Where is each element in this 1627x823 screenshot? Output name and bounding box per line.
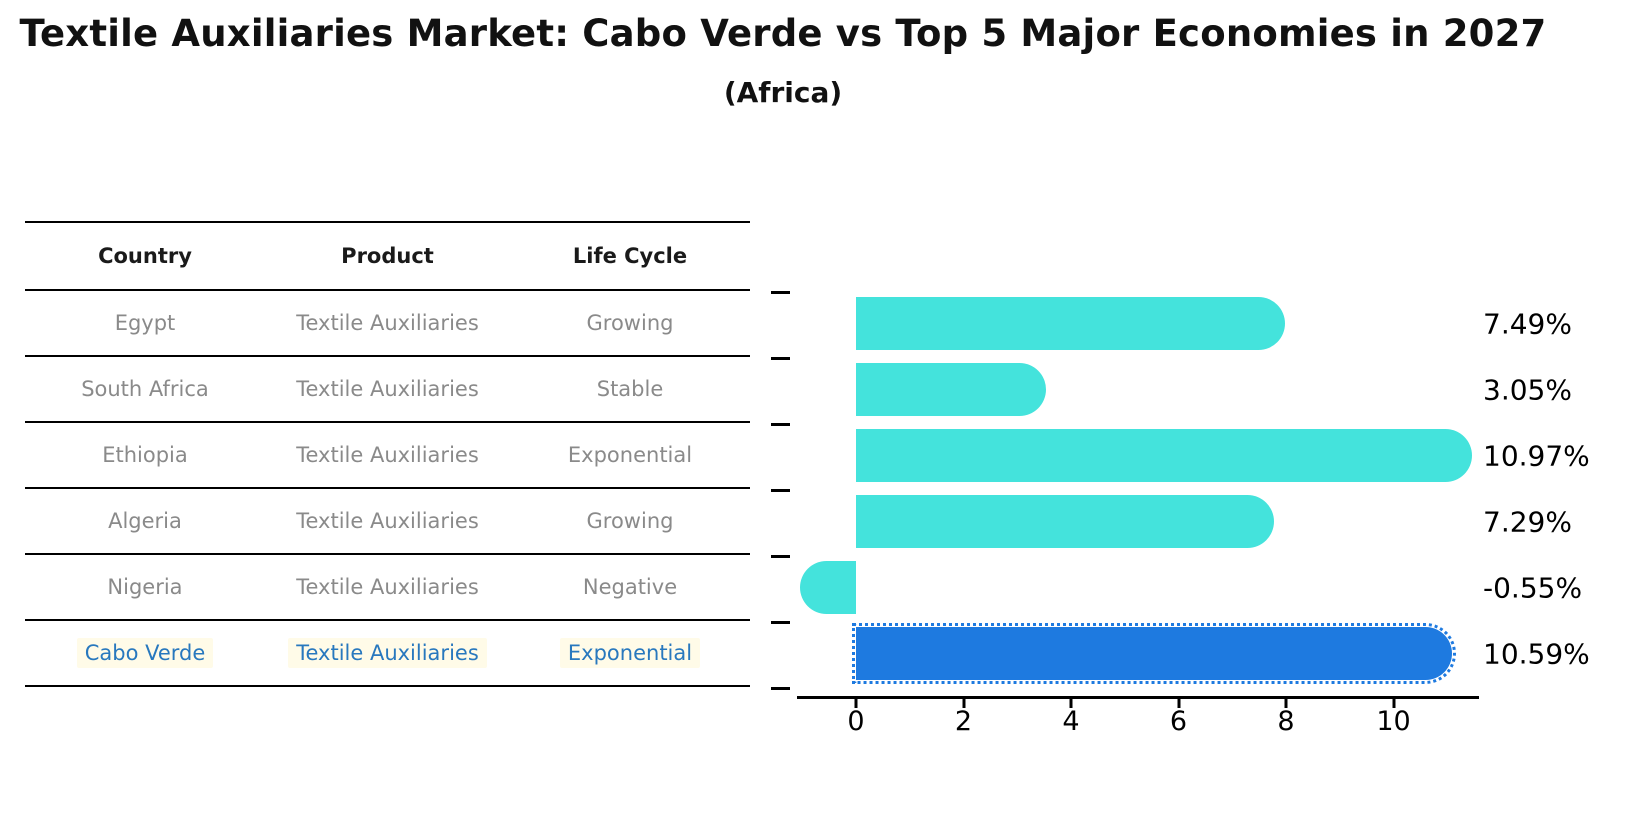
bar-nigeria — [799, 561, 856, 614]
table-row: Algeria Textile Auxiliaries Growing — [25, 488, 750, 555]
bar-algeria — [856, 495, 1275, 548]
cell-country: Ethiopia — [25, 422, 265, 489]
bar-south-africa — [856, 363, 1047, 416]
x-axis-tick — [1284, 697, 1288, 708]
cell-country: Nigeria — [25, 554, 265, 621]
y-axis-tick — [771, 621, 790, 624]
table-row: Egypt Textile Auxiliaries Growing — [25, 290, 750, 357]
cell-life-cycle: Stable — [510, 356, 750, 423]
table-row: Nigeria Textile Auxiliaries Negative — [25, 554, 750, 621]
x-axis-tick — [962, 697, 965, 708]
column-header-product: Product — [265, 222, 510, 291]
cell-life-cycle: Negative — [510, 554, 750, 621]
cell-life-cycle: Exponential — [510, 620, 750, 687]
chart-title: Textile Auxiliaries Market: Cabo Verde v… — [19, 12, 1547, 55]
cell-product: Textile Auxiliaries — [265, 488, 510, 555]
cell-country: Egypt — [25, 290, 265, 357]
x-tick-label: 4 — [1062, 706, 1080, 737]
cell-product: Textile Auxiliaries — [265, 290, 510, 357]
x-tick-label: 10 — [1376, 706, 1411, 737]
y-axis-tick — [771, 291, 790, 294]
cell-life-cycle: Exponential — [510, 422, 750, 489]
x-tick-label: 8 — [1277, 706, 1295, 737]
cell-life-cycle: Growing — [510, 290, 750, 357]
y-axis-tick — [771, 555, 790, 558]
bar-value-label: 7.49% — [1483, 307, 1572, 340]
x-axis-tick — [1392, 697, 1395, 708]
cell-product: Textile Auxiliaries — [265, 356, 510, 423]
cell-product: Textile Auxiliaries — [265, 554, 510, 621]
column-header-country: Country — [25, 222, 265, 291]
table-row-cabo-verde: Cabo Verde Textile Auxiliaries Exponenti… — [25, 620, 750, 687]
x-tick-label: 2 — [954, 706, 973, 737]
column-header-life-cycle: Life Cycle — [510, 222, 750, 291]
table-row: Ethiopia Textile Auxiliaries Exponential — [25, 422, 750, 489]
bar-value-label: -0.55% — [1483, 571, 1583, 604]
x-axis-tick — [854, 697, 858, 708]
bar-egypt — [856, 297, 1286, 350]
chart-subtitle: (Africa) — [723, 76, 843, 109]
x-axis-tick — [1069, 697, 1073, 708]
bar-value-label: 10.97% — [1483, 439, 1590, 472]
y-axis-tick — [771, 423, 790, 426]
bar-ethiopia — [856, 429, 1473, 482]
cell-country: Cabo Verde — [25, 620, 265, 687]
bar-value-label: 7.29% — [1483, 505, 1572, 538]
table-row: South Africa Textile Auxiliaries Stable — [25, 356, 750, 423]
table-header-row: Country Product Life Cycle — [25, 222, 750, 291]
cell-country: South Africa — [25, 356, 265, 423]
y-axis-tick — [771, 357, 790, 360]
cell-country: Algeria — [25, 488, 265, 555]
bar-cabo-verde — [852, 623, 1456, 684]
country-table: Country Product Life Cycle Egypt Textile… — [25, 221, 750, 687]
x-tick-label: 0 — [847, 706, 865, 737]
y-axis-tick — [771, 687, 790, 690]
y-axis-tick — [771, 489, 790, 492]
cell-life-cycle: Growing — [510, 488, 750, 555]
bar-value-label: 10.59% — [1483, 637, 1590, 670]
cell-product: Textile Auxiliaries — [265, 620, 510, 687]
x-axis-tick — [1177, 697, 1180, 708]
cell-product: Textile Auxiliaries — [265, 422, 510, 489]
bar-value-label: 3.05% — [1483, 373, 1572, 406]
x-tick-label: 6 — [1169, 706, 1188, 737]
x-axis-line — [797, 696, 1479, 699]
